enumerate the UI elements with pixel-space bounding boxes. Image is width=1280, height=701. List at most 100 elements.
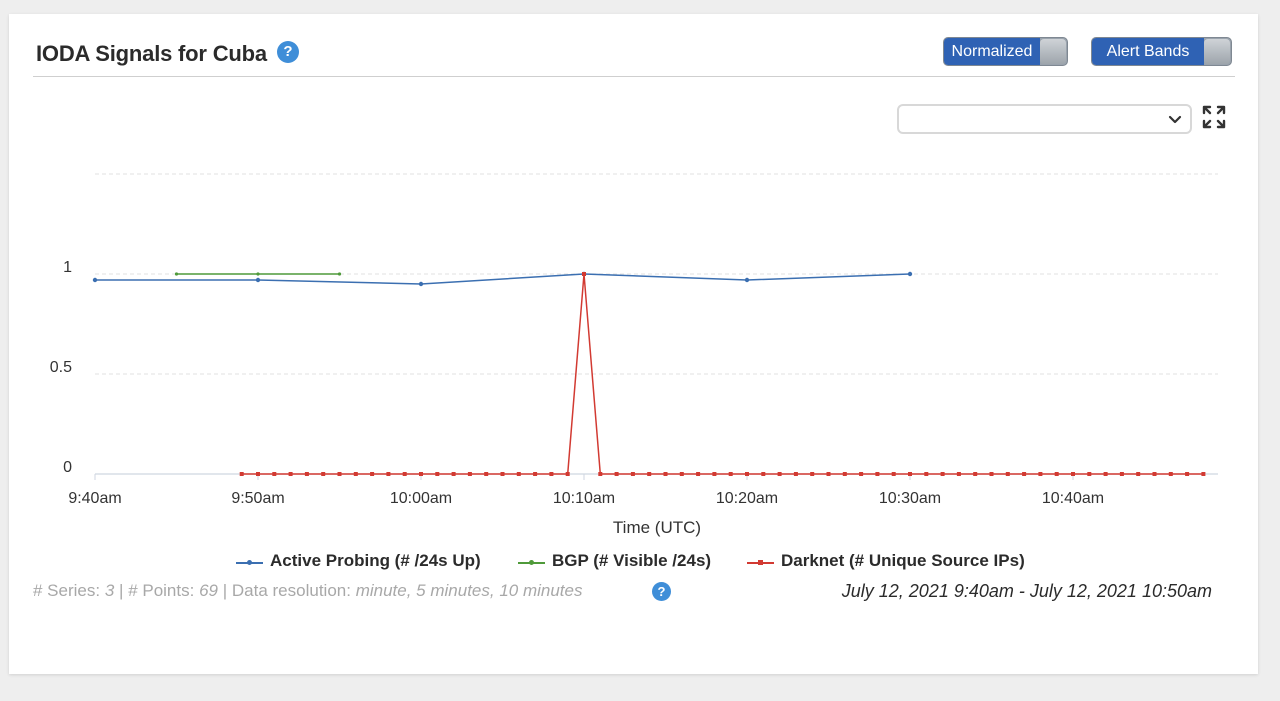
chart-series	[92, 271, 1206, 476]
data-point	[467, 472, 472, 476]
data-point	[908, 472, 912, 476]
data-point	[973, 472, 978, 476]
data-point	[386, 472, 391, 476]
x-tick-label: 10:00am	[390, 490, 452, 507]
x-axis-label: Time (UTC)	[613, 518, 701, 537]
alert-bands-toggle[interactable]: Alert Bands	[1091, 37, 1232, 66]
data-point	[549, 472, 554, 476]
data-point	[337, 472, 342, 476]
data-point	[516, 472, 521, 476]
data-point	[907, 271, 913, 277]
data-point	[940, 472, 945, 476]
data-point	[484, 472, 489, 476]
y-tick-label: 0.5	[50, 359, 72, 376]
data-point	[1152, 472, 1157, 476]
data-point	[255, 277, 261, 283]
legend-label: Active Probing (# /24s Up)	[270, 551, 481, 570]
data-point	[1185, 472, 1190, 476]
data-point	[745, 472, 749, 476]
data-point	[256, 272, 260, 276]
separator: |	[119, 581, 124, 600]
data-point	[1038, 472, 1043, 476]
data-point	[1103, 472, 1108, 476]
header-divider	[33, 76, 1235, 77]
data-point	[288, 472, 293, 476]
data-point	[728, 472, 733, 476]
data-point	[630, 472, 635, 476]
data-point	[500, 472, 505, 476]
data-point	[1201, 472, 1206, 476]
data-point	[1022, 472, 1027, 476]
data-summary: # Series: 3 | # Points: 69 | Data resolu…	[33, 581, 582, 601]
series-count: 3	[104, 581, 115, 600]
data-point	[582, 272, 586, 276]
date-range: July 12, 2021 9:40am - July 12, 2021 10:…	[841, 581, 1212, 601]
data-point	[353, 472, 358, 476]
legend-marker	[247, 560, 252, 565]
data-point	[1168, 472, 1173, 476]
y-axis-ticks: 00.51	[50, 259, 72, 476]
resolution-label: Data resolution:	[231, 581, 351, 600]
data-point	[1005, 472, 1010, 476]
normalized-toggle[interactable]: Normalized	[943, 37, 1068, 66]
x-tick-label: 10:40am	[1042, 490, 1104, 507]
series-select[interactable]	[897, 104, 1192, 134]
data-point	[777, 472, 782, 476]
x-tick-label: 9:40am	[68, 490, 121, 507]
legend-label: Darknet (# Unique Source IPs)	[781, 551, 1025, 570]
y-tick-label: 0	[63, 459, 72, 476]
legend-marker	[529, 560, 534, 565]
points-count: 69	[199, 581, 218, 600]
x-tick-label: 10:30am	[879, 490, 941, 507]
data-point	[1087, 472, 1092, 476]
data-point	[663, 472, 668, 476]
x-tick-label: 9:50am	[231, 490, 284, 507]
data-point	[810, 472, 815, 476]
data-point	[679, 472, 684, 476]
data-point	[239, 472, 244, 476]
data-point	[842, 472, 847, 476]
series-line-active	[95, 273, 911, 285]
legend-marker	[758, 560, 763, 565]
data-point	[647, 472, 652, 476]
y-tick-label: 1	[63, 259, 72, 276]
data-point	[435, 472, 440, 476]
data-point	[761, 472, 766, 476]
data-point	[256, 472, 260, 476]
data-point	[859, 472, 864, 476]
separator: |	[222, 581, 228, 600]
data-point	[451, 472, 456, 476]
legend-label: BGP (# Visible /24s)	[552, 551, 712, 570]
data-point	[272, 472, 277, 476]
points-count-label: # Points:	[128, 581, 195, 600]
normalized-toggle-label: Normalized	[944, 38, 1040, 65]
data-point	[419, 472, 423, 476]
data-point	[418, 281, 424, 287]
x-axis-ticks: 9:40am 9:50am 10:00am 10:10am 10:20am 10:30am…	[68, 474, 1104, 507]
data-point	[744, 277, 750, 283]
data-point	[533, 472, 538, 476]
chart-grid	[95, 173, 1218, 475]
data-point	[304, 472, 309, 476]
alert-bands-toggle-label: Alert Bands	[1092, 38, 1204, 65]
data-point	[1119, 472, 1124, 476]
data-point	[712, 472, 717, 476]
data-point	[321, 472, 326, 476]
data-point	[1136, 472, 1141, 476]
data-point	[793, 472, 798, 476]
toggle-knob	[1204, 39, 1230, 64]
chart-legend: Active Probing (# /24s Up) BGP (# Visibl…	[0, 551, 1280, 575]
help-icon[interactable]: ?	[277, 41, 299, 63]
data-point	[924, 472, 929, 476]
series-count-label: # Series:	[33, 581, 101, 600]
data-point	[598, 472, 603, 476]
data-point	[826, 472, 831, 476]
help-icon[interactable]: ?	[652, 582, 671, 601]
expand-icon[interactable]	[1201, 104, 1227, 130]
data-point	[989, 472, 994, 476]
chevron-down-icon	[1168, 115, 1182, 124]
data-point	[92, 277, 98, 283]
data-point	[174, 272, 179, 276]
data-point	[875, 472, 880, 476]
